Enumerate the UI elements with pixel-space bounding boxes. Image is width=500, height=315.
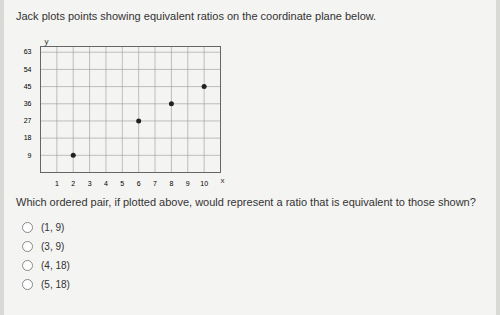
svg-text:1: 1 bbox=[55, 180, 59, 187]
svg-text:8: 8 bbox=[169, 180, 173, 187]
svg-text:9: 9 bbox=[186, 180, 190, 187]
html-text:(1, 9): (1, 9) bbox=[41, 222, 65, 233]
html-text:Jack plots points showing equi: Jack plots points showing equivalent rat… bbox=[16, 10, 377, 22]
svg-text:3: 3 bbox=[88, 180, 92, 187]
html-text:(3, 9): (3, 9) bbox=[41, 241, 65, 252]
svg-text:7: 7 bbox=[153, 180, 157, 187]
svg-text:36: 36 bbox=[24, 100, 32, 107]
svg-text:27: 27 bbox=[24, 117, 32, 124]
svg-text:x: x bbox=[221, 176, 225, 185]
svg-text:54: 54 bbox=[24, 66, 32, 73]
svg-text:10: 10 bbox=[200, 180, 208, 187]
svg-text:6: 6 bbox=[137, 180, 141, 187]
svg-text:18: 18 bbox=[24, 134, 32, 141]
html-text:Which ordered pair, if plotted: Which ordered pair, if plotted above, wo… bbox=[16, 196, 476, 208]
svg-text:2: 2 bbox=[71, 180, 75, 187]
html-text:(5, 18): (5, 18) bbox=[41, 279, 70, 290]
html-text:(4, 18): (4, 18) bbox=[41, 260, 70, 271]
svg-text:y: y bbox=[45, 37, 49, 46]
svg-text:9: 9 bbox=[28, 152, 32, 159]
svg-text:5: 5 bbox=[120, 180, 124, 187]
svg-text:4: 4 bbox=[104, 180, 108, 187]
svg-text:63: 63 bbox=[24, 48, 32, 55]
svg-text:45: 45 bbox=[24, 83, 32, 90]
